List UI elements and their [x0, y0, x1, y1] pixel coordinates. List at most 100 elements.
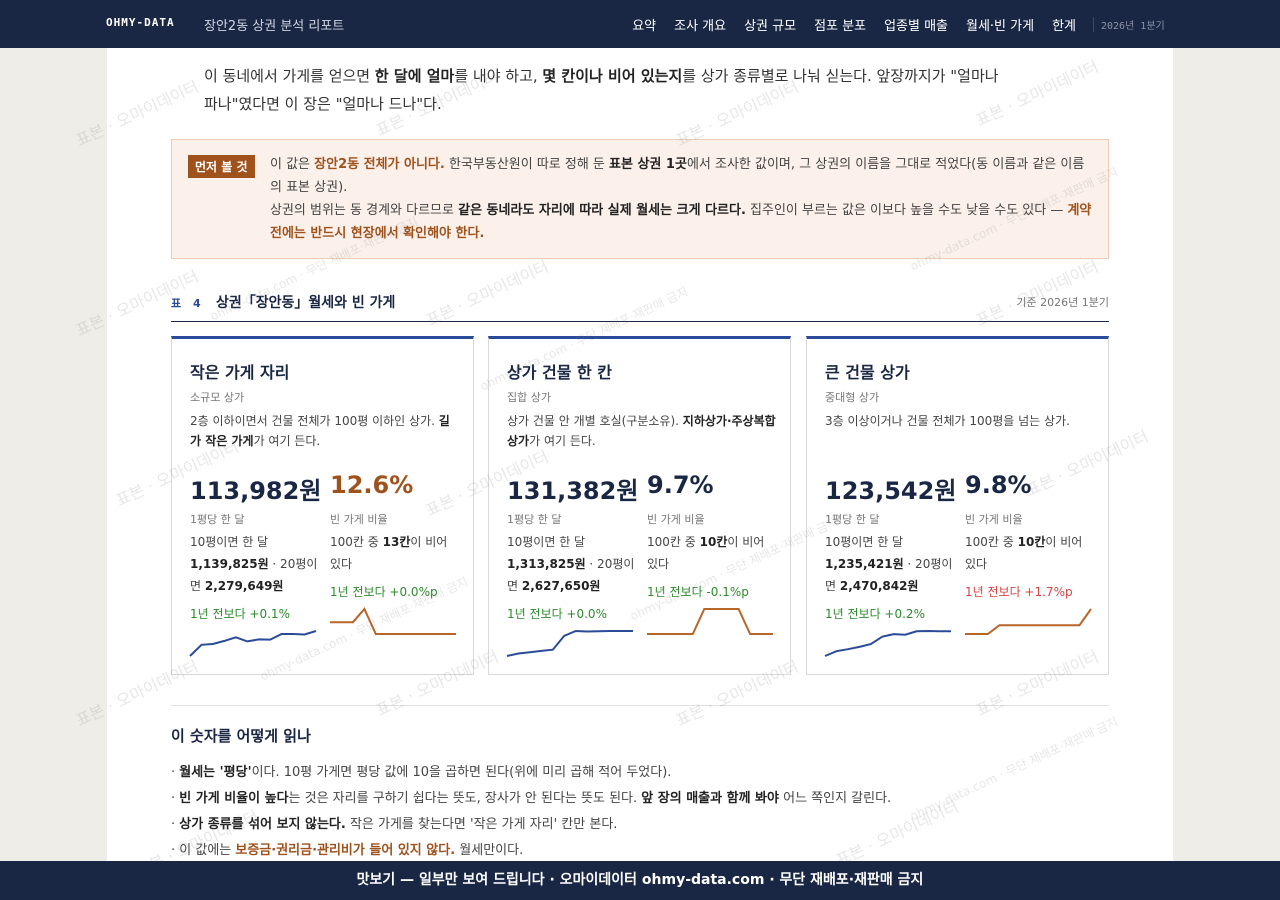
text-run: 상권의 범위는 동 경계와 다르므로: [270, 203, 459, 218]
nav-link[interactable]: 점포 분포: [814, 19, 867, 34]
text-run: 월세만이다.: [455, 843, 524, 858]
nav-link[interactable]: 월세·빈 가게: [966, 19, 1035, 34]
text-run: 이 비어 있다: [647, 535, 765, 571]
nav-link[interactable]: 상권 규모: [744, 19, 797, 34]
text-run: 13칸: [382, 535, 411, 549]
vacancy-change: 1년 전보다 -0.1%p: [647, 585, 749, 599]
rent-change: 1년 전보다 +0.2%: [825, 607, 925, 621]
footer: 맛보기 — 일부만 보여 드립니다 · 오마이데이터 ohmy-data.com…: [0, 861, 1280, 900]
text-run: 월세는 '평당': [179, 765, 252, 780]
text-run: 를 내야 하고,: [454, 67, 543, 85]
nav-link[interactable]: 한계: [1052, 19, 1076, 34]
sparkline: [824, 629, 952, 657]
text-run: 2,470,842원: [839, 579, 919, 593]
text-run: 한국부동산원이 따로 정해 둔: [444, 157, 610, 172]
notice-text: 이 값은 장안2동 전체가 아니다. 한국부동산원이 따로 정해 둔 표본 상권…: [270, 153, 1095, 245]
sparkline: [330, 607, 456, 635]
nav-link[interactable]: 요약: [632, 19, 657, 34]
text-run: 한 달에 얼마: [374, 67, 455, 85]
table-label: 표 4: [171, 297, 205, 310]
sparkline-line: [647, 608, 773, 635]
text-run: 빈 가게 비율이 높다: [179, 791, 289, 806]
card: 큰 건물 상가 중대형 상가 3층 이상이거나 건물 전체가 100평을 넘는 상가…: [806, 336, 1109, 675]
vacancy-value: 9.7%: [647, 471, 714, 499]
text-run: 지하상가·주상복합 상가: [507, 414, 776, 448]
text-run: 2층 이하이면서 건물 전체가 100평 이하인 상가.: [190, 414, 439, 428]
text-run: 이 동네에서 가게를 얻으면: [204, 67, 375, 85]
text-run: 상가 건물 안 개별 호실(구분소유).: [507, 414, 683, 428]
text-run: 2,627,650원: [521, 579, 601, 593]
vacancy-caption: 빈 가게 비율: [330, 513, 388, 526]
rent-caption: 1평당 한 달: [825, 513, 880, 526]
text-run: 몇 칸이나 비어 있는지: [542, 67, 683, 85]
card-description: 3층 이상이거나 건물 전체가 100평을 넘는 상가.: [825, 411, 1095, 431]
vacancy-change: 1년 전보다 +1.7%p: [965, 585, 1073, 599]
divider: [171, 705, 1109, 706]
text-run: 100칸 중: [965, 535, 1018, 549]
text-run: 장안2동 전체가 아니다.: [314, 157, 445, 172]
rent-detail: 10평이면 한 달 1,235,421원 · 20평이면 2,470,842원: [825, 531, 953, 597]
explainer-title: 이 숫자를 어떻게 읽나: [171, 727, 311, 745]
vacancy-value: 9.8%: [965, 471, 1032, 499]
rent-caption: 1평당 한 달: [507, 513, 562, 526]
text-run: · 이 값에는: [171, 843, 236, 858]
sparkline: [189, 630, 317, 657]
text-run: 는 것은 자리를 구하기 쉽다는 뜻도, 장사가 안 된다는 뜻도 된다.: [288, 791, 642, 806]
text-run: 같은 동네라도 자리에 따라 실제 월세는 크게 다르다.: [458, 203, 746, 218]
text-run: 2,279,649원: [204, 579, 284, 593]
text-run: 1,313,825원: [507, 557, 586, 571]
nav-link[interactable]: 조사 개요: [674, 19, 727, 34]
text-run: ·: [171, 791, 180, 806]
card-subtitle: 집합 상가: [507, 391, 551, 404]
text-run: 1,139,825원: [190, 557, 269, 571]
notice: 먼저 볼 것 이 값은 장안2동 전체가 아니다. 한국부동산원이 따로 정해 …: [171, 139, 1109, 259]
text-run: 앞 장의 매출과 함께 봐야: [641, 791, 779, 806]
text-run: 이 비어 있다: [965, 535, 1083, 571]
text-run: 10평이면 한 달: [190, 535, 269, 549]
sparkline-line: [330, 607, 456, 635]
text-run: ·: [171, 765, 180, 780]
sparkline-line: [506, 629, 633, 657]
text-run: · 20평이면: [190, 557, 318, 593]
card: 상가 건물 한 칸 집합 상가 상가 건물 안 개별 호실(구분소유). 지하상가·…: [488, 336, 791, 675]
text-run: 표본 상권 1곳: [609, 157, 687, 172]
brand[interactable]: OHMY-DATA: [106, 16, 175, 29]
card-title: 작은 가게 자리: [190, 363, 290, 382]
text-run: 10평이면 한 달: [825, 535, 904, 549]
sparkline-line: [824, 629, 952, 657]
text-run: · 20평이면: [825, 557, 953, 593]
sparkline: [965, 608, 1092, 635]
vacancy-value: 12.6%: [330, 471, 414, 499]
text-run: 보증금·권리금·관리비가 들어 있지 않다.: [235, 843, 456, 858]
text-run: 이 값은: [270, 157, 315, 172]
nav-links: 요약 조사 개요 상권 규모 점포 분포 업종별 매출 월세·빈 가게 한계: [632, 15, 1076, 34]
text-run: 10평이면 한 달: [507, 535, 586, 549]
notice-badge: 먼저 볼 것: [188, 155, 255, 178]
vacancy-change: 1년 전보다 +0.0%p: [330, 585, 438, 599]
text-run: 집주인이 부르는 값은 이보다 높을 수도 낮을 수도 있다 —: [745, 203, 1068, 218]
vacancy-detail: 100칸 중 10칸이 비어 있다: [965, 531, 1093, 575]
text-run: 상가 종류를 섞어 보지 않는다.: [179, 817, 346, 832]
card-description: 2층 이하이면서 건물 전체가 100평 이하인 상가. 길가 작은 가게가 여…: [190, 411, 460, 451]
rent-detail: 10평이면 한 달 1,313,825원 · 20평이면 2,627,650원: [507, 531, 635, 597]
explainer-bullet: · 월세는 '평당'이다. 10평 가게면 평당 값에 10을 곱하면 된다(위…: [171, 760, 1109, 786]
rent-value: 123,542원: [825, 477, 957, 505]
explainer-bullet: · 상가 종류를 섞어 보지 않는다. 작은 가게를 찾는다면 '작은 가게 자…: [171, 812, 1109, 838]
rent-value: 113,982원: [190, 477, 322, 505]
nav-link[interactable]: 업종별 매출: [884, 19, 948, 34]
text-run: · 20평이면: [507, 557, 635, 593]
text-run: 가 여기 든다.: [529, 434, 596, 448]
explainer-list: · 월세는 '평당'이다. 10평 가게면 평당 값에 10을 곱하면 된다(위…: [171, 760, 1109, 864]
notice-paragraph: 상권의 범위는 동 경계와 다르므로 같은 동네라도 자리에 따라 실제 월세는…: [270, 199, 1095, 245]
card-subtitle: 소규모 상가: [190, 391, 245, 404]
vacancy-detail: 100칸 중 13칸이 비어 있다: [330, 531, 458, 575]
table-heading: 표 4 상권「장안동」월세와 빈 가게 기준 2026년 1분기: [171, 292, 1109, 322]
text-run: 가 여기 든다.: [253, 434, 321, 448]
table-note: 기준 2026년 1분기: [1016, 296, 1109, 309]
vacancy-detail: 100칸 중 10칸이 비어 있다: [647, 531, 775, 575]
sparkline-line: [965, 608, 1092, 635]
sparkline: [506, 629, 633, 657]
rent-detail: 10평이면 한 달 1,139,825원 · 20평이면 2,279,649원: [190, 531, 318, 597]
